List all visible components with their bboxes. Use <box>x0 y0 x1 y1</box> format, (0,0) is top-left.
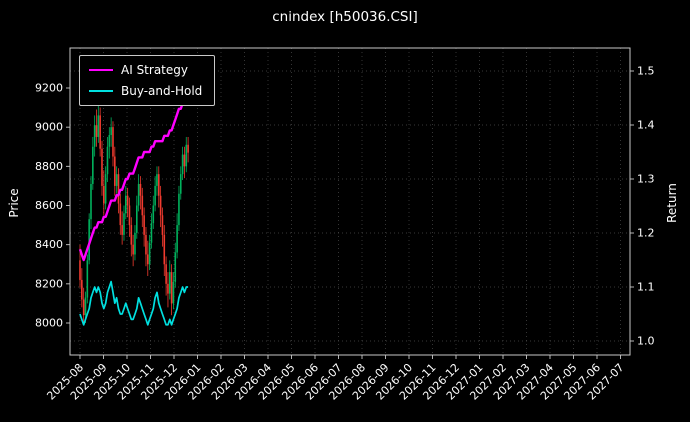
price-tick-label: 8000 <box>35 317 63 330</box>
return-axis-label: Return <box>665 183 679 223</box>
legend-item-ai-strategy: AI Strategy <box>89 63 202 77</box>
return-tick-label: 1.0 <box>637 335 655 348</box>
axis-ticks <box>66 70 634 359</box>
price-tick-label: 8400 <box>35 238 63 251</box>
price-tick-label: 9000 <box>35 121 63 134</box>
return-tick-label: 1.5 <box>637 65 655 78</box>
chart-title: cnindex [h50036.CSI] <box>272 9 418 25</box>
buy-and-hold-line-swatch <box>89 90 113 92</box>
price-tick-label: 8200 <box>35 277 63 290</box>
return-tick-label: 1.4 <box>637 119 655 132</box>
return-tick-label: 1.2 <box>637 227 655 240</box>
plot-border <box>69 47 631 356</box>
candlestick-series <box>79 103 189 325</box>
legend-label-ai-strategy: AI Strategy <box>121 63 188 77</box>
series-line-ai-strategy <box>78 96 189 262</box>
legend: AI Strategy Buy-and-Hold <box>79 55 216 106</box>
price-tick-label: 8800 <box>35 160 63 173</box>
return-tick-label: 1.3 <box>637 173 655 186</box>
ai-strategy-line-swatch <box>89 69 113 71</box>
return-tick-label: 1.1 <box>637 281 655 294</box>
axis-tick-labels: 8000 8200 8400 8600 8800 9000 9200 1.0 1.1 1.2 1.3… <box>35 65 655 403</box>
grid-lines <box>70 48 630 355</box>
price-axis-label: Price <box>7 188 21 218</box>
series-line-buy-and-hold <box>79 280 189 326</box>
price-tick-label: 8600 <box>35 199 63 212</box>
price-tick-label: 9200 <box>35 82 63 95</box>
legend-label-buy-and-hold: Buy-and-Hold <box>121 84 203 98</box>
legend-item-buy-and-hold: Buy-and-Hold <box>89 84 202 98</box>
